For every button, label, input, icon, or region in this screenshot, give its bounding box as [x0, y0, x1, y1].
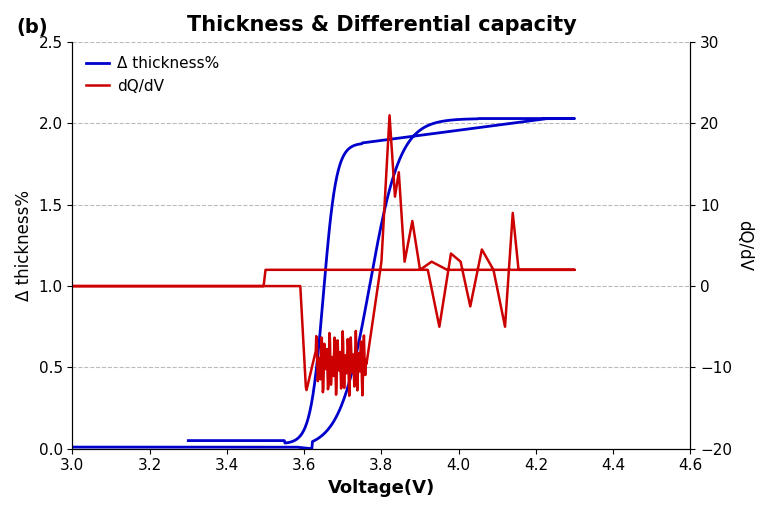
Δ thickness%	[289, 438, 298, 444]
Δ thickness%	[474, 116, 483, 122]
dQ/dV	[345, 393, 354, 399]
Δ thickness%	[74, 444, 83, 450]
X-axis label: Voltage(V): Voltage(V)	[328, 479, 435, 497]
Δ thickness%	[534, 116, 543, 122]
Δ thickness%	[565, 116, 574, 122]
Δ thickness%	[433, 119, 442, 125]
Δ thickness%	[307, 445, 316, 452]
dQ/dV	[68, 283, 77, 289]
dQ/dV	[419, 265, 428, 271]
Text: (b): (b)	[17, 18, 48, 37]
Δ thickness%	[68, 444, 77, 450]
Line: dQ/dV: dQ/dV	[72, 115, 574, 396]
dQ/dV	[535, 267, 545, 273]
dQ/dV	[292, 267, 301, 273]
Y-axis label: Δ thickness%: Δ thickness%	[15, 190, 33, 301]
Y-axis label: dQ/dV: dQ/dV	[735, 220, 753, 271]
Δ thickness%	[184, 438, 193, 444]
dQ/dV	[68, 283, 77, 289]
dQ/dV	[385, 112, 394, 118]
Δ thickness%	[84, 444, 94, 450]
Legend: Δ thickness%, dQ/dV: Δ thickness%, dQ/dV	[80, 50, 225, 100]
dQ/dV	[216, 283, 225, 289]
Title: Thickness & Differential capacity: Thickness & Differential capacity	[187, 15, 576, 35]
dQ/dV	[210, 283, 219, 289]
dQ/dV	[542, 267, 551, 273]
Line: Δ thickness%: Δ thickness%	[72, 119, 574, 449]
